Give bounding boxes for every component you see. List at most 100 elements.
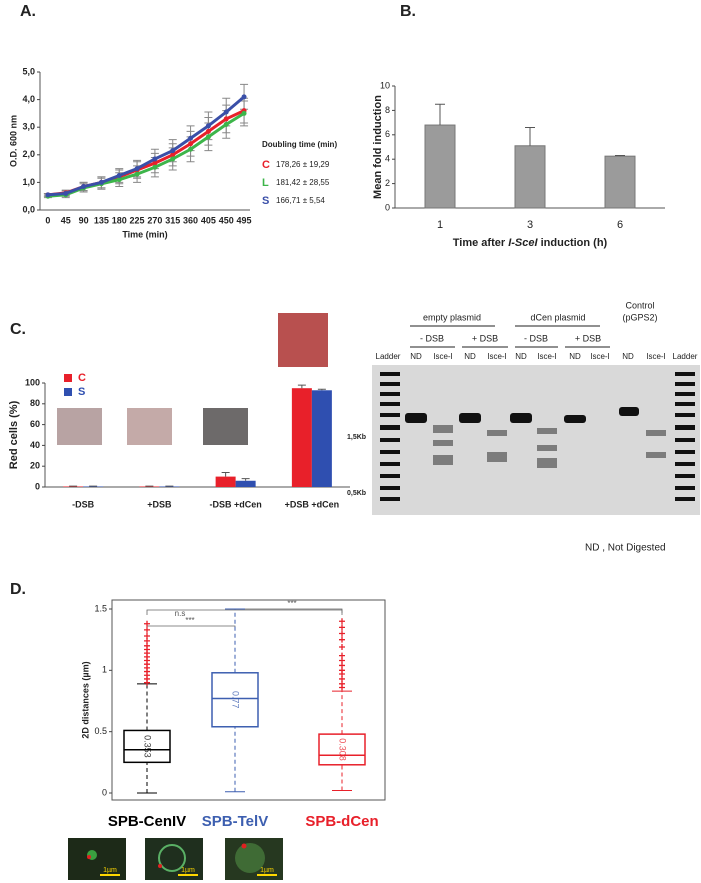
legend-title: Doubling time (min) [262,140,337,149]
legend-swatch [64,374,72,382]
bar [604,155,636,209]
point [170,148,176,154]
error-bar [525,126,535,146]
outlier [144,632,150,639]
outlier [339,636,345,643]
legend-swatch [64,388,72,396]
condition-label: - DSB [524,333,548,343]
point [223,121,229,127]
x-tick-label: +DSB [147,499,172,509]
point [205,134,211,140]
y-tick-label: 60 [30,419,40,429]
legend-value: 181,42 ± 28,55 [276,178,330,187]
x-axis-label: Time after I-SceI induction (h) [453,237,608,249]
point [134,166,140,172]
y-tick-label: 0 [102,787,107,797]
point [205,128,211,134]
point [98,179,104,185]
x-tick-label: 6 [617,219,623,231]
category-label: SPB-CenIV [108,813,186,830]
x-tick-label: -DSB [72,499,94,509]
lane-label: Isce-I [537,352,557,361]
group-label: empty plasmid [423,312,481,322]
category-label: SPB-dCen [305,813,378,830]
x-axis-label: Time (min) [122,229,167,239]
y-tick-label: 100 [25,377,40,387]
x-tick-label: 315 [165,215,180,225]
series-line [47,109,245,197]
median-label: 0.353 [143,735,153,758]
x-tick-label: 450 [219,215,234,225]
lane-label: Ladder [673,352,698,361]
cell-image [127,408,172,445]
annotation: *** [287,599,296,608]
y-tick-label: 1.5 [94,603,107,613]
legend-label: S [78,386,85,398]
category-label: SPB-TelV [202,813,268,830]
panel-label: C. [10,321,26,338]
lane-label: Isce-I [487,352,507,361]
y-axis-label: O.D. 600 nm [8,115,18,167]
error-bar [435,103,445,126]
x-tick-label: 1 [437,219,443,231]
point [241,94,247,100]
x-tick-label: -DSB +dCen [209,499,261,509]
legend-name: S [262,195,269,207]
point [152,164,158,170]
y-tick-label: 0.5 [94,726,107,736]
plot-frame [111,599,386,801]
x-tick-label: 405 [201,215,216,225]
point [188,146,194,152]
outlier [144,626,150,633]
y-tick-label: 5,0 [22,66,35,76]
point [170,152,176,158]
x-axis-label-part: induction (h) [538,237,608,249]
y-tick-label: 4,0 [22,94,35,104]
scale-label: 1µm [181,867,195,874]
condition-label: + DSB [472,333,498,343]
y-tick-label: 4 [385,154,390,164]
x-axis-label-part: Time after [453,237,508,249]
x-tick-label: 0 [45,215,50,225]
cell-image [57,408,102,445]
marker-label: 0,5Kb [347,490,366,497]
point [205,123,211,129]
y-tick-label: 0 [35,481,40,491]
x-tick-label: 180 [112,215,127,225]
panel-label: B. [400,3,416,20]
bar [139,486,160,487]
x-tick-label: 90 [79,215,89,225]
group-label: dCen plasmid [530,312,585,322]
cell-image [203,408,248,445]
outlier [339,630,345,637]
box [211,672,259,728]
lane-label: Isce-I [590,352,610,361]
bar [424,124,456,209]
annotation: n.s [175,609,186,618]
box [318,733,366,766]
gel-note: ND , Not Digested [585,543,666,554]
lane-label: Isce-I [433,352,453,361]
lane-label: Isce-I [646,352,666,361]
x-tick-label: 45 [61,215,71,225]
median-label: 0.77 [231,691,241,709]
point [116,173,122,178]
x-axis-label-part: I-SceI [508,237,538,249]
outlier [339,652,345,659]
outlier [144,620,150,627]
lane-label: ND [569,352,581,361]
point [81,184,87,190]
y-tick-label: 0,0 [22,204,35,214]
y-tick-label: 20 [30,461,40,471]
y-tick-label: 1,0 [22,177,35,187]
gel [372,325,700,515]
outlier [339,624,345,631]
y-axis-label: 2D distances (µm) [80,661,90,738]
bar [215,476,236,487]
point [45,192,51,198]
error-bar [317,388,326,391]
y-axis-label: Mean fold induction [372,95,384,199]
y-tick-label: 40 [30,440,40,450]
legend-value: 178,26 ± 19,29 [276,160,330,169]
